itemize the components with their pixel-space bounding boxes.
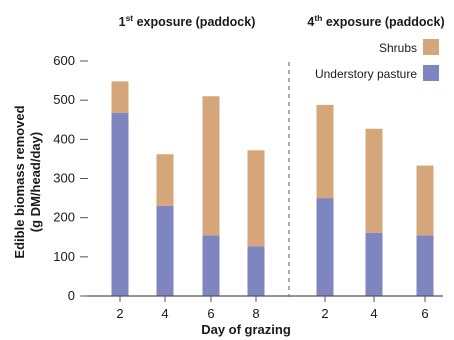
- y-tick-label: 0: [68, 288, 75, 303]
- bar-shrubs: [316, 104, 334, 199]
- legend: Shrubs Understory pasture: [315, 39, 439, 81]
- bar-shrubs: [247, 150, 265, 247]
- panel-title: 4th exposure (paddock): [307, 13, 444, 29]
- x-axis: 2 4 6 8 2 4 6: [87, 295, 443, 321]
- bar-shrubs: [156, 154, 174, 206]
- legend-label: Shrubs: [379, 41, 417, 55]
- bar-shrubs: [365, 128, 383, 233]
- legend-swatch: [423, 39, 439, 55]
- y-tick-label: 200: [53, 210, 75, 225]
- legend-label: Understory pasture: [315, 67, 417, 81]
- bar-understory-pasture: [247, 246, 265, 296]
- x-tick-label: 2: [321, 306, 328, 321]
- x-tick-label: 6: [421, 306, 428, 321]
- y-axis-title: Edible biomass removed (g DM/head/day): [12, 105, 43, 258]
- y-axis-title-line2: (g DM/head/day): [28, 132, 43, 232]
- bar-understory-pasture: [316, 198, 334, 296]
- x-axis-title: Day of grazing: [201, 322, 291, 337]
- y-tick-label: 600: [53, 53, 75, 68]
- y-axis-title-line1: Edible biomass removed: [12, 105, 27, 258]
- y-tick-label: 400: [53, 131, 75, 146]
- panel-titles: 1st exposure (paddock) 4th exposure (padd…: [119, 13, 445, 29]
- y-tick-label: 300: [53, 171, 75, 186]
- bar-understory-pasture: [202, 235, 220, 296]
- y-axis: 0 100 200 300 400 500 600: [53, 53, 88, 303]
- bar-shrubs: [111, 81, 129, 113]
- bar-understory-pasture: [416, 235, 434, 296]
- y-tick-label: 100: [53, 249, 75, 264]
- bar-understory-pasture: [156, 205, 174, 296]
- x-tick-label: 4: [370, 306, 377, 321]
- bar-understory-pasture: [111, 112, 129, 296]
- bars-layer: [111, 81, 434, 296]
- bar-shrubs: [202, 96, 220, 236]
- x-tick-label: 8: [252, 306, 259, 321]
- y-tick-label: 500: [53, 92, 75, 107]
- bar-shrubs: [416, 165, 434, 236]
- x-tick-label: 4: [161, 306, 168, 321]
- x-tick-label: 6: [207, 306, 214, 321]
- x-tick-label: 2: [116, 306, 123, 321]
- bar-understory-pasture: [365, 232, 383, 296]
- panel-title: 1st exposure (paddock): [119, 13, 256, 29]
- legend-swatch: [423, 65, 439, 81]
